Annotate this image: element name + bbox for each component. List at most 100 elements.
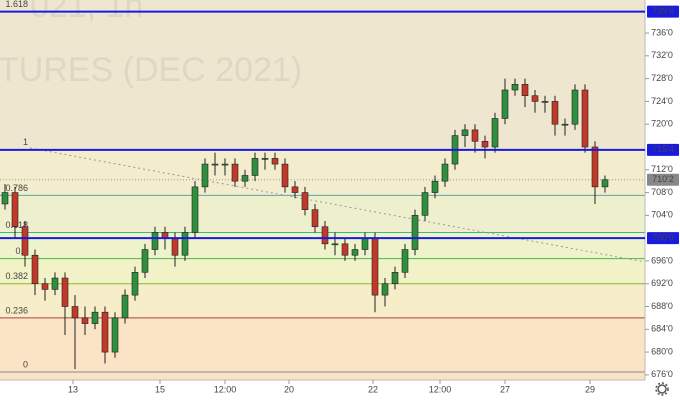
candle-body <box>561 123 569 126</box>
candle-body <box>241 175 249 182</box>
candle-body <box>461 129 469 136</box>
candle-body <box>471 129 479 142</box>
candle-body <box>441 163 449 182</box>
price-axis <box>645 0 680 400</box>
y-tick-label: 684'0 <box>651 324 673 334</box>
candle-body <box>571 89 579 125</box>
y-tick-label: 688'0 <box>651 301 673 311</box>
y-tick-label: 732'0 <box>651 50 673 60</box>
y-tick-label: 724'0 <box>651 96 673 106</box>
candle-body <box>431 180 439 193</box>
candle-body <box>311 209 319 228</box>
candle-body <box>31 254 39 285</box>
candle-body <box>211 163 219 166</box>
candle-body <box>391 272 399 285</box>
candle-body <box>141 249 149 273</box>
candle-body <box>531 95 539 102</box>
gear-icon <box>657 384 667 394</box>
candle-body <box>81 317 89 324</box>
candle-body <box>591 146 599 188</box>
candle-body <box>281 163 289 188</box>
candle-body <box>421 192 429 216</box>
fib-zone <box>0 11 645 150</box>
price-label: 700'0 <box>652 233 674 243</box>
candle-body <box>251 158 259 176</box>
settings-button[interactable] <box>655 382 669 396</box>
candle-body <box>361 237 369 250</box>
candle-body <box>381 283 389 296</box>
candle-body <box>1 192 9 205</box>
candle-body <box>261 158 269 160</box>
y-tick-label: 720'0 <box>651 119 673 129</box>
candle-body <box>321 226 329 245</box>
price-label-box <box>647 232 679 245</box>
fib-zone <box>0 258 645 284</box>
y-tick-label: 736'0 <box>651 27 673 37</box>
fib-label: 0.236 <box>5 305 28 315</box>
candle-body <box>121 294 129 319</box>
y-tick-label: 676'0 <box>651 369 673 379</box>
candle-body <box>71 306 79 319</box>
candle-body <box>91 311 99 324</box>
price-label: 739'6 <box>652 6 674 16</box>
candle-body <box>371 237 379 296</box>
x-tick-label: 29 <box>585 384 595 394</box>
x-tick-label: 15 <box>155 384 165 394</box>
x-tick-label: 20 <box>284 384 294 394</box>
x-tick-label: 12:00 <box>429 384 452 394</box>
fib-label: 0.382 <box>5 271 28 281</box>
price-label: 710'2 <box>652 174 674 184</box>
candle-body <box>231 163 239 182</box>
time-axis <box>0 380 645 400</box>
fib-label: 1.618 <box>5 0 28 9</box>
y-tick-label: 708'0 <box>651 187 673 197</box>
candle-body <box>11 192 19 228</box>
fib-label: 0.786 <box>5 183 28 193</box>
gear-teeth <box>655 382 669 396</box>
fib-label: 0 <box>23 359 28 369</box>
candle-body <box>331 243 339 246</box>
price-label-box <box>647 143 679 156</box>
candle-body <box>111 317 119 353</box>
x-tick-label: 22 <box>368 384 378 394</box>
candle-body <box>201 163 209 188</box>
fib-zone <box>0 317 645 373</box>
candle-body <box>101 311 109 353</box>
candle-body <box>171 237 179 256</box>
candle-body <box>491 118 499 148</box>
price-label: 715'4 <box>652 144 674 154</box>
watermark: TURES (DEC 2021) <box>0 51 302 89</box>
candle-body <box>351 249 359 256</box>
trend-line <box>29 147 646 263</box>
candle-body <box>181 232 189 256</box>
candle-body <box>511 84 519 91</box>
candle-body <box>481 140 489 148</box>
y-tick-label: 696'0 <box>651 255 673 265</box>
candle-body <box>601 179 609 188</box>
price-label-box <box>647 173 679 186</box>
candle-body <box>291 186 299 193</box>
candle-body <box>51 277 59 290</box>
fib-zone <box>0 149 645 196</box>
candle-body <box>401 249 409 273</box>
candle-body <box>221 163 229 166</box>
y-tick-label: 680'0 <box>651 346 673 356</box>
candle-body <box>41 283 49 290</box>
y-tick-label: 704'0 <box>651 210 673 220</box>
fib-zone <box>0 195 645 233</box>
candle-body <box>191 186 199 233</box>
candle-body <box>581 89 589 148</box>
candle-body <box>541 101 549 103</box>
candle-body <box>501 89 509 119</box>
candle-body <box>341 243 349 256</box>
x-tick-label: 27 <box>500 384 510 394</box>
y-tick-label: 712'0 <box>651 164 673 174</box>
candle-body <box>411 215 419 250</box>
fib-label: 1 <box>23 137 28 147</box>
candle-body <box>521 84 529 97</box>
y-tick-label: 728'0 <box>651 73 673 83</box>
candle-body <box>21 226 29 256</box>
y-tick-label: 692'0 <box>651 278 673 288</box>
